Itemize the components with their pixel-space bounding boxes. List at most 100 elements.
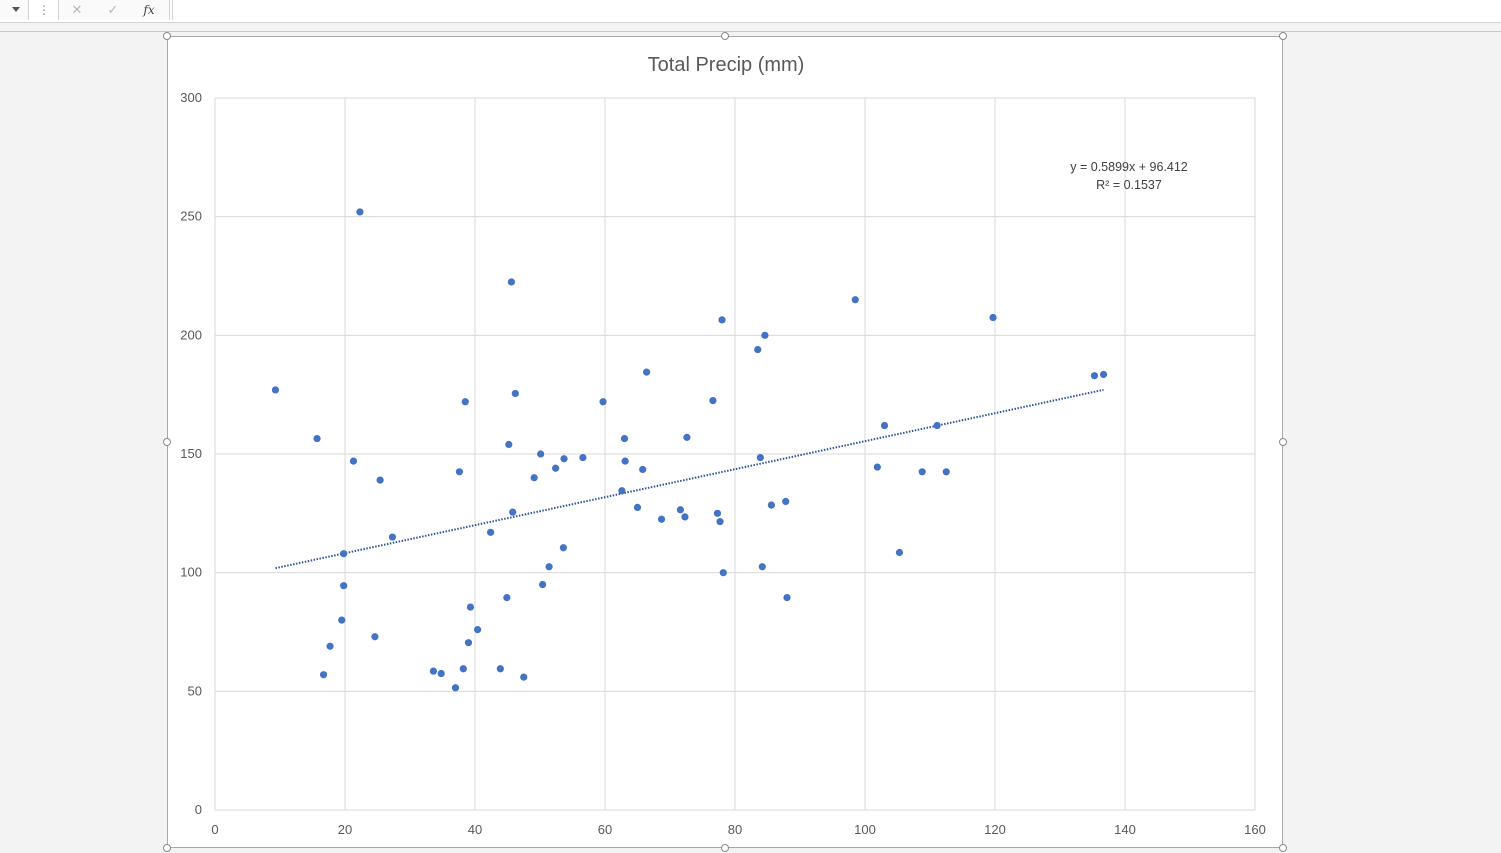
data-point[interactable] [709, 397, 717, 405]
enter-check-icon[interactable]: ✓ [107, 2, 119, 17]
data-point[interactable] [349, 457, 358, 465]
name-box-dropdown-icon[interactable] [0, 0, 29, 20]
data-point[interactable] [319, 671, 328, 679]
data-point[interactable] [579, 453, 587, 462]
data-point[interactable] [880, 421, 889, 430]
x-tick-label: 140 [1114, 822, 1136, 837]
x-tick-label: 60 [598, 822, 612, 837]
data-point[interactable] [474, 626, 482, 634]
sheet-top-border [0, 31, 1501, 32]
data-point[interactable] [559, 544, 567, 552]
data-point[interactable] [633, 503, 642, 511]
data-point[interactable] [545, 563, 553, 571]
data-point[interactable] [371, 633, 379, 641]
trendline-equation[interactable]: y = 0.5899x + 96.412 [1070, 160, 1188, 174]
data-point[interactable] [340, 582, 348, 590]
y-axis-tick-labels: 0 50 100 150 200 250 300 [180, 90, 202, 817]
data-point[interactable] [451, 684, 460, 692]
data-point[interactable] [455, 468, 463, 476]
data-point[interactable] [758, 563, 766, 571]
chart-area[interactable]: 0 20 40 60 80 100 120 140 160 0 50 100 150 200 250 300… [167, 36, 1283, 848]
data-point[interactable] [621, 457, 629, 465]
data-point[interactable] [505, 440, 513, 449]
data-point[interactable] [918, 468, 926, 476]
data-point[interactable] [461, 398, 469, 406]
data-point[interactable] [599, 398, 607, 406]
data-point[interactable] [338, 616, 346, 624]
data-point[interactable] [376, 476, 384, 484]
data-point[interactable] [459, 665, 467, 673]
data-point[interactable] [756, 453, 764, 462]
data-point[interactable] [895, 548, 904, 557]
data-point[interactable] [271, 386, 280, 394]
data-point[interactable] [539, 580, 547, 589]
trendline-r-squared[interactable]: R² = 0.1537 [1096, 178, 1162, 192]
data-point[interactable] [718, 316, 726, 324]
data-point[interactable] [933, 421, 941, 430]
resize-handle-bottom-right[interactable] [1279, 844, 1287, 852]
data-point[interactable] [507, 278, 515, 286]
data-point[interactable] [716, 518, 724, 526]
chart-title[interactable]: Total Precip (mm) [648, 54, 805, 76]
data-point[interactable] [618, 487, 626, 495]
data-series[interactable] [271, 208, 1108, 692]
data-point[interactable] [713, 509, 722, 517]
data-point[interactable] [496, 665, 504, 673]
resize-handle-top-right[interactable] [1279, 32, 1287, 40]
data-point[interactable] [464, 639, 473, 647]
scatter-chart: 0 20 40 60 80 100 120 140 160 0 50 100 150 200 250 300… [180, 54, 1266, 837]
formula-bar: ⋮ ✕ ✓ fx [0, 0, 1501, 23]
data-point[interactable] [620, 434, 629, 443]
data-point[interactable] [537, 450, 545, 458]
data-point[interactable] [681, 513, 689, 521]
data-point[interactable] [989, 313, 997, 322]
data-point[interactable] [767, 501, 776, 509]
data-point[interactable] [676, 506, 684, 514]
data-point[interactable] [657, 515, 666, 523]
formula-bar-grip-icon[interactable]: ⋮ [38, 3, 50, 17]
resize-handle-bottom[interactable] [721, 844, 729, 852]
resize-handle-right[interactable] [1279, 438, 1287, 446]
data-point[interactable] [1090, 372, 1099, 380]
data-point[interactable] [560, 455, 568, 463]
insert-function-icon[interactable]: fx [143, 3, 155, 17]
data-point[interactable] [761, 331, 769, 339]
data-point[interactable] [639, 465, 647, 474]
data-point[interactable] [313, 434, 321, 443]
y-tick-label: 50 [188, 683, 202, 698]
data-point[interactable] [429, 667, 437, 675]
cancel-icon[interactable]: ✕ [71, 2, 83, 17]
data-point[interactable] [520, 673, 528, 681]
formula-input[interactable] [172, 0, 1501, 20]
resize-handle-bottom-left[interactable] [163, 844, 171, 852]
resize-handle-top-left[interactable] [163, 32, 171, 40]
data-point[interactable] [326, 642, 334, 650]
data-point[interactable] [511, 389, 519, 398]
data-point[interactable] [873, 463, 881, 471]
resize-handle-left[interactable] [163, 438, 171, 446]
y-tick-label: 100 [180, 565, 202, 580]
data-point[interactable] [1099, 370, 1108, 379]
data-point[interactable] [356, 208, 364, 216]
y-tick-label: 0 [195, 802, 202, 817]
data-point[interactable] [530, 474, 538, 482]
data-point[interactable] [340, 550, 348, 558]
data-point[interactable] [851, 296, 859, 304]
resize-handle-top[interactable] [721, 32, 729, 40]
data-point[interactable] [437, 669, 445, 678]
data-point[interactable] [754, 345, 762, 354]
data-point[interactable] [487, 528, 495, 536]
data-point[interactable] [683, 433, 691, 441]
data-point[interactable] [782, 497, 790, 506]
data-point[interactable] [719, 569, 727, 577]
data-point[interactable] [466, 603, 475, 611]
data-point[interactable] [643, 368, 651, 376]
data-point[interactable] [509, 508, 517, 516]
x-tick-label: 100 [854, 822, 876, 837]
data-point[interactable] [552, 464, 560, 472]
data-point[interactable] [388, 533, 397, 541]
trendline[interactable] [275, 388, 1104, 570]
data-point[interactable] [503, 593, 511, 602]
data-point[interactable] [783, 593, 791, 602]
data-point[interactable] [942, 468, 950, 476]
